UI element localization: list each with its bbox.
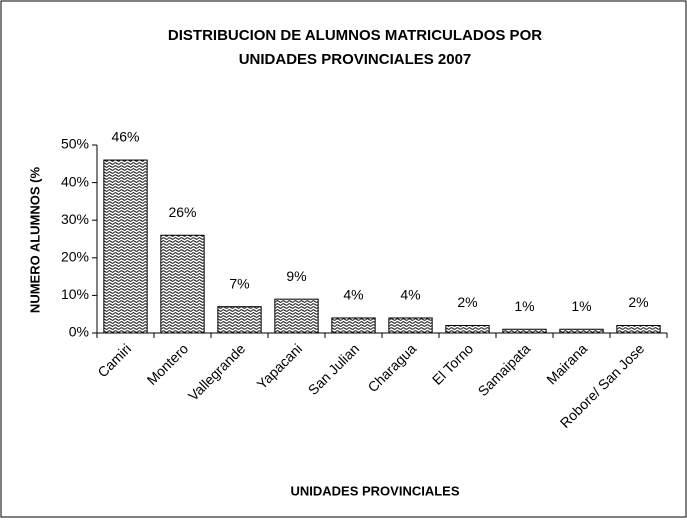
x-axis-label: UNIDADES PROVINCIALES <box>290 483 459 498</box>
bar <box>559 328 604 334</box>
bar <box>103 159 148 334</box>
value-label: 46% <box>111 129 139 145</box>
value-label: 2% <box>628 294 648 310</box>
bar <box>160 234 205 334</box>
value-label: 2% <box>457 294 477 310</box>
bar <box>616 324 661 334</box>
value-label: 4% <box>343 287 363 303</box>
value-label: 1% <box>571 298 591 314</box>
bar <box>274 298 319 334</box>
bar <box>445 324 490 334</box>
y-tick-label: 20% <box>61 249 89 265</box>
y-tick-label: 40% <box>61 173 89 189</box>
value-label: 26% <box>168 204 196 220</box>
y-tick-label: 0% <box>69 324 89 340</box>
value-label: 9% <box>286 268 306 284</box>
y-tick-label: 50% <box>61 136 89 152</box>
bar <box>217 306 262 334</box>
bar <box>502 328 547 334</box>
y-tick-label: 30% <box>61 211 89 227</box>
bar <box>388 317 433 334</box>
chart-title: UNIDADES PROVINCIALES 2007 <box>239 51 472 68</box>
chart-title: DISTRIBUCION DE ALUMNOS MATRICULADOS POR <box>168 27 542 44</box>
y-axis-label: NUMERO ALUMNOS (% <box>27 166 42 313</box>
value-label: 4% <box>400 287 420 303</box>
bar <box>331 317 376 334</box>
y-tick-label: 10% <box>61 286 89 302</box>
value-label: 7% <box>229 275 249 291</box>
value-label: 1% <box>514 298 534 314</box>
